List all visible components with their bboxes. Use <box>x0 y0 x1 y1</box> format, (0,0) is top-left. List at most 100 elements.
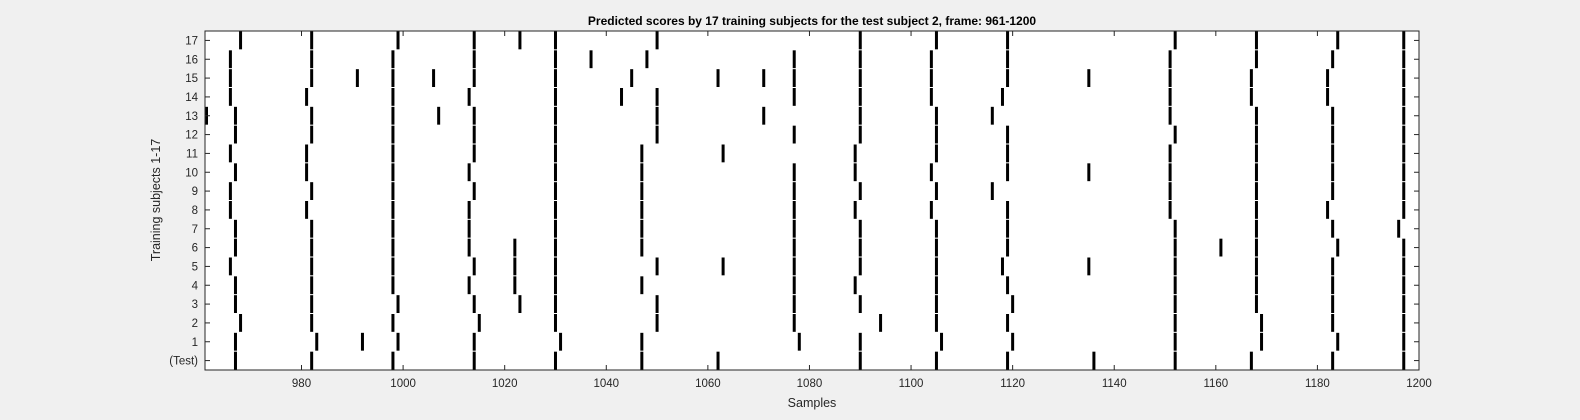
event-mark-row-15-12 <box>929 69 933 87</box>
event-mark-row-5-6 <box>655 257 659 276</box>
event-mark-row-6-11 <box>1173 238 1177 257</box>
event-mark-row-11-4 <box>553 144 557 163</box>
event-mark-row-9-13 <box>1402 182 1406 200</box>
event-mark-row-14-5 <box>620 88 624 106</box>
event-mark-row-17-5 <box>553 31 557 50</box>
event-mark-row-0-2 <box>391 351 395 370</box>
event-mark-row-11-11 <box>1254 144 1258 163</box>
event-mark-row-4-8 <box>853 276 857 295</box>
event-mark-row-9-8 <box>934 182 938 200</box>
event-mark-row-15-6 <box>553 69 557 87</box>
event-mark-row-4-5 <box>553 276 557 295</box>
event-mark-row-9-0 <box>228 182 232 200</box>
event-mark-row-13-3 <box>391 106 395 125</box>
event-mark-row-10-1 <box>305 163 309 182</box>
event-mark-row-3-7 <box>792 295 796 313</box>
event-mark-row-16-5 <box>589 50 593 69</box>
event-mark-row-6-6 <box>640 238 644 257</box>
event-mark-row-6-10 <box>1006 238 1010 257</box>
event-mark-row-8-10 <box>1168 201 1172 219</box>
event-mark-row-3-1 <box>310 295 314 313</box>
event-mark-row-16-11 <box>1168 50 1172 69</box>
event-mark-row-13-4 <box>437 106 441 125</box>
event-mark-row-15-11 <box>858 69 862 87</box>
y-tick-label-4: 4 <box>192 280 199 292</box>
event-mark-row-0-11 <box>1173 351 1177 370</box>
event-mark-row-12-1 <box>310 125 314 144</box>
event-mark-row-3-14 <box>1402 295 1406 313</box>
event-mark-row-8-9 <box>1006 201 1010 219</box>
event-mark-row-9-4 <box>553 182 557 200</box>
event-mark-row-12-3 <box>472 125 476 144</box>
event-mark-row-13-6 <box>553 106 557 125</box>
y-tick-label-14: 14 <box>185 92 198 104</box>
y-tick-label-3: 3 <box>192 299 198 311</box>
event-mark-row-12-12 <box>1331 125 1335 144</box>
event-mark-row-5-9 <box>858 257 862 276</box>
event-mark-row-16-1 <box>310 50 314 69</box>
event-mark-row-14-12 <box>1249 88 1253 106</box>
y-tick-label-13: 13 <box>185 111 198 123</box>
event-mark-row-1-5 <box>559 332 563 351</box>
event-mark-row-0-7 <box>858 351 862 370</box>
x-tick-label-3: 1040 <box>593 378 619 390</box>
event-mark-row-2-7 <box>879 314 883 332</box>
event-mark-row-17-9 <box>1006 31 1010 50</box>
x-axis: 980 1000 1020 1040 1060 1080 1100 1120 1140 1160 1… <box>292 31 1432 390</box>
event-mark-row-8-3 <box>467 201 471 219</box>
event-mark-row-14-10 <box>1000 88 1004 106</box>
event-mark-row-13-5 <box>472 106 476 125</box>
event-mark-row-16-4 <box>553 50 557 69</box>
y-tick-label-2: 2 <box>192 318 198 330</box>
event-mark-row-14-7 <box>792 88 796 106</box>
event-mark-row-6-2 <box>391 238 395 257</box>
event-mark-row-15-3 <box>391 69 395 87</box>
event-mark-row-8-0 <box>228 201 232 219</box>
event-mark-row-7-2 <box>391 219 395 238</box>
event-mark-row-10-5 <box>640 163 644 182</box>
event-mark-row-16-14 <box>1402 50 1406 69</box>
event-mark-row-16-7 <box>792 50 796 69</box>
event-mark-row-4-4 <box>513 276 517 295</box>
event-mark-row-7-1 <box>310 219 314 238</box>
event-mark-row-3-11 <box>1173 295 1177 313</box>
event-mark-row-15-2 <box>355 69 359 87</box>
x-tick-label-5: 1080 <box>797 378 823 390</box>
event-mark-row-12-5 <box>655 125 659 144</box>
event-mark-row-5-4 <box>513 257 517 276</box>
event-mark-row-12-9 <box>1006 125 1010 144</box>
event-mark-row-4-13 <box>1331 276 1335 295</box>
event-mark-row-12-6 <box>792 125 796 144</box>
event-mark-row-7-8 <box>934 219 938 238</box>
event-mark-row-2-10 <box>1173 314 1177 332</box>
event-mark-row-11-12 <box>1331 144 1335 163</box>
x-tick-label-9: 1160 <box>1203 378 1228 390</box>
event-mark-row-13-8 <box>762 106 766 125</box>
event-mark-row-17-2 <box>396 31 400 50</box>
event-mark-row-5-14 <box>1254 257 1258 276</box>
x-axis-label: Samples <box>788 396 837 410</box>
event-mark-row-17-6 <box>655 31 659 50</box>
event-mark-row-11-6 <box>721 144 725 163</box>
event-mark-row-9-6 <box>792 182 796 200</box>
event-mark-row-2-0 <box>239 314 243 332</box>
event-mark-row-2-1 <box>310 314 314 332</box>
event-mark-row-3-13 <box>1331 295 1335 313</box>
event-mark-row-8-4 <box>553 201 557 219</box>
event-mark-row-10-2 <box>391 163 395 182</box>
event-mark-row-10-12 <box>1254 163 1258 182</box>
event-mark-row-3-8 <box>858 295 862 313</box>
event-mark-row-11-5 <box>640 144 644 163</box>
event-mark-row-8-11 <box>1254 201 1258 219</box>
y-tick-label-5: 5 <box>192 261 198 273</box>
event-mark-row-6-8 <box>858 238 862 257</box>
event-mark-row-5-5 <box>553 257 557 276</box>
event-mark-row-15-15 <box>1168 69 1172 87</box>
event-mark-row-0-9 <box>1006 351 1010 370</box>
event-mark-row-14-3 <box>467 88 471 106</box>
event-mark-row-1-13 <box>1336 332 1340 351</box>
event-mark-row-1-1 <box>315 332 319 351</box>
event-mark-row-16-10 <box>1006 50 1010 69</box>
event-mark-row-10-7 <box>853 163 857 182</box>
